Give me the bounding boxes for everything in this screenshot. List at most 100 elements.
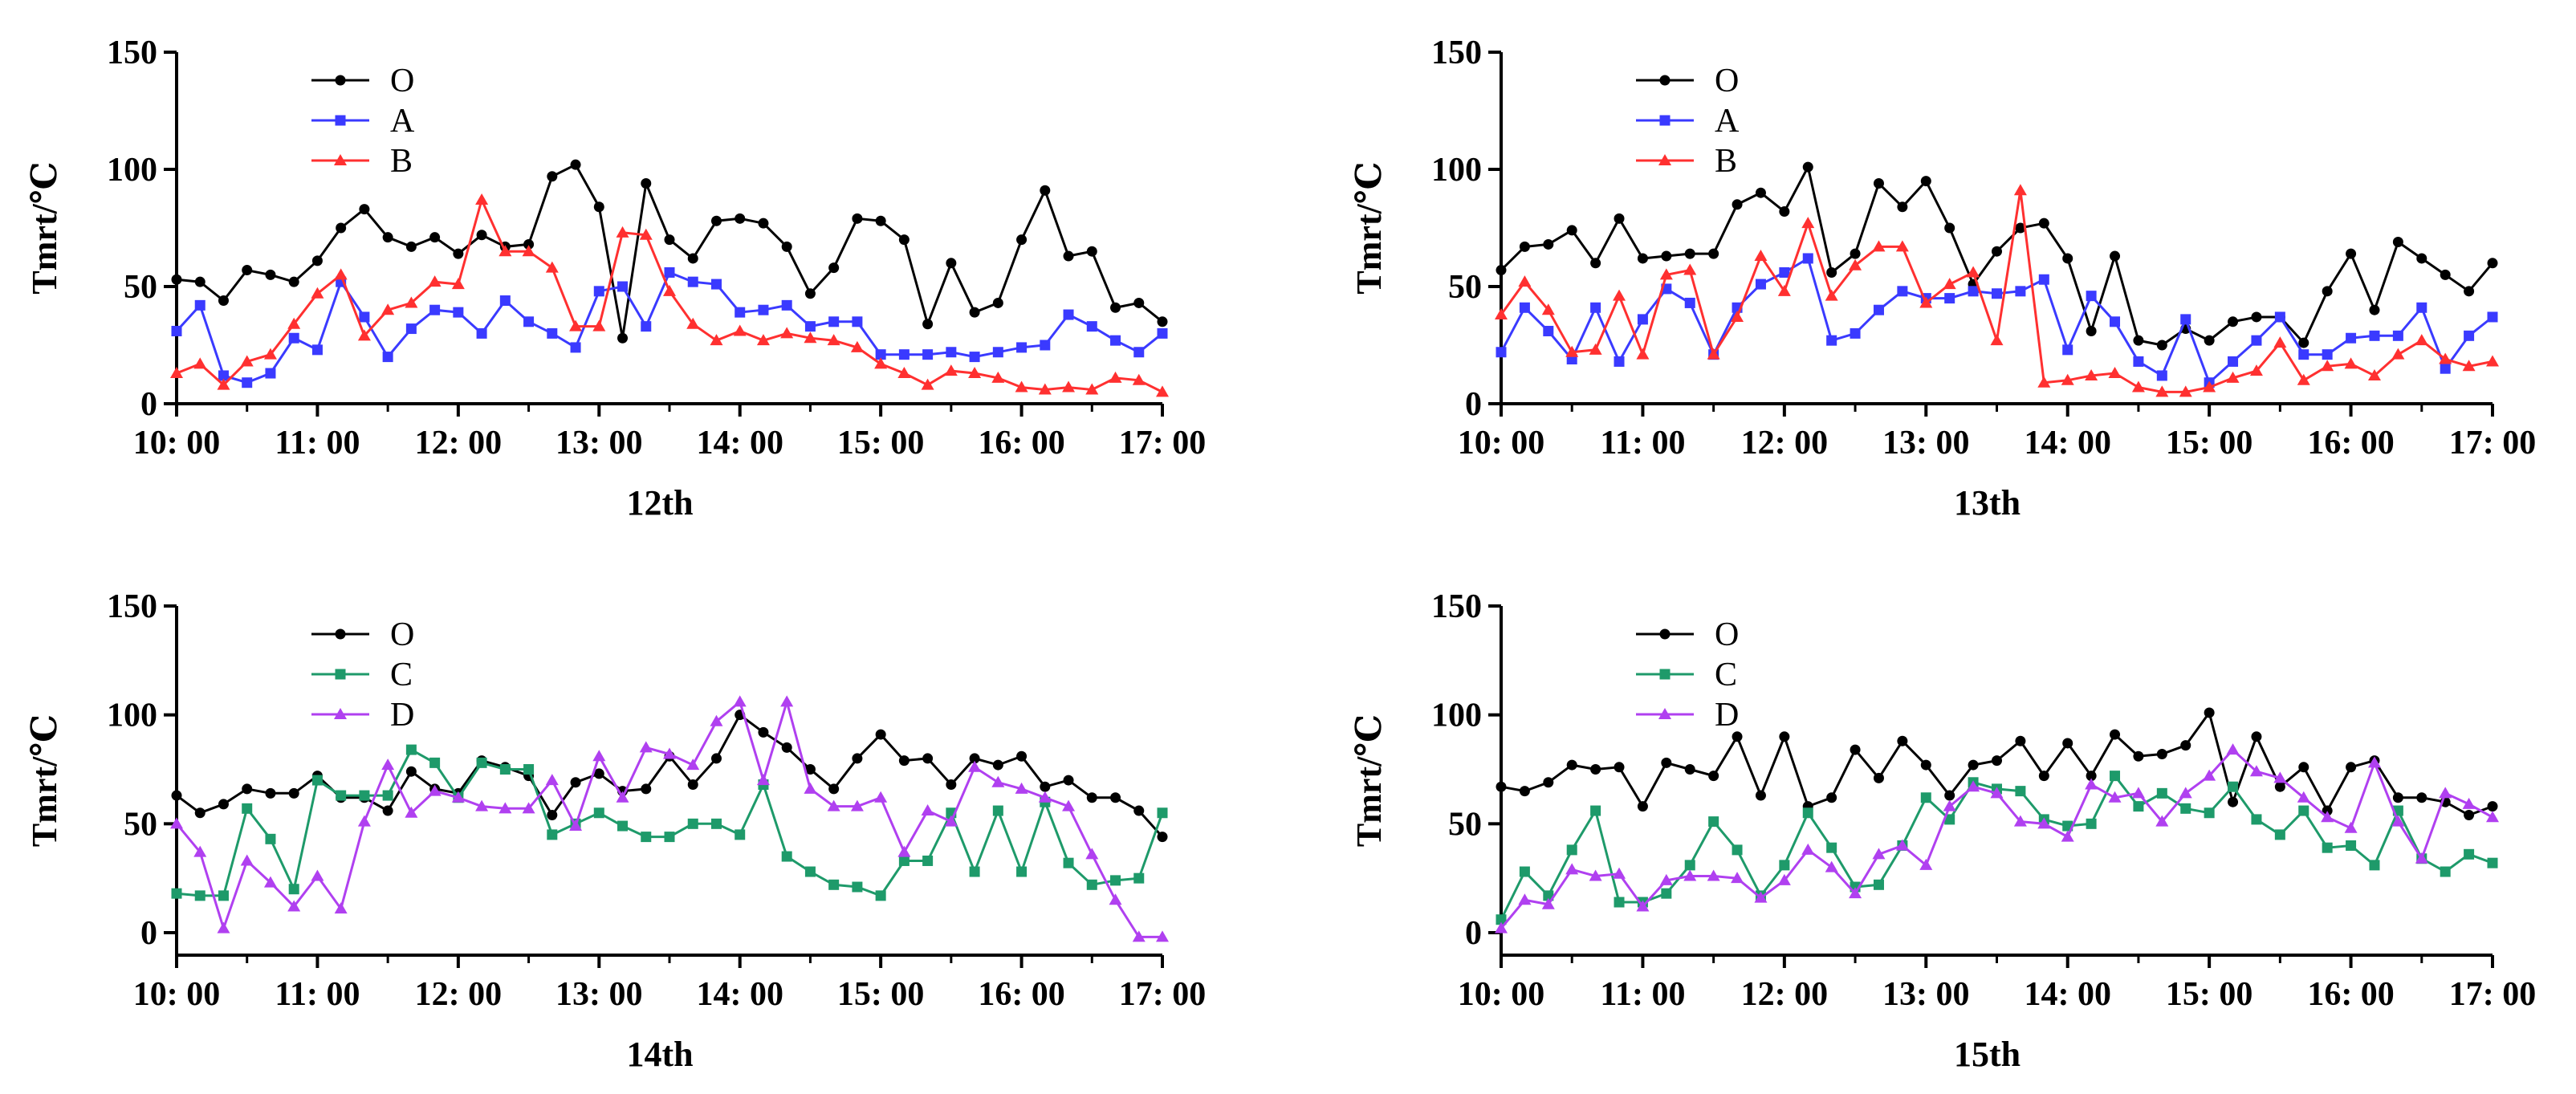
data-point-A bbox=[1157, 327, 1168, 339]
data-point-O bbox=[1802, 161, 1813, 173]
data-point-O bbox=[1133, 805, 1145, 816]
data-point-D bbox=[2462, 797, 2476, 809]
data-point-B bbox=[311, 287, 324, 299]
x-tick-label: 13: 00 bbox=[1882, 425, 1970, 462]
data-point-D bbox=[405, 806, 418, 818]
data-point-O bbox=[1826, 792, 1837, 803]
series-B bbox=[1495, 184, 2499, 397]
data-point-O bbox=[1992, 755, 2002, 767]
data-point-A bbox=[664, 266, 675, 278]
data-point-B bbox=[1085, 383, 1099, 395]
data-point-A bbox=[1944, 293, 1955, 304]
x-tick-label: 12: 00 bbox=[415, 425, 503, 462]
data-point-O bbox=[265, 269, 276, 280]
data-point-O bbox=[1086, 246, 1097, 257]
data-point-D bbox=[1825, 860, 1838, 872]
data-point-O bbox=[2133, 335, 2144, 346]
data-point-B bbox=[968, 367, 982, 379]
y-tick-label: 100 bbox=[107, 697, 157, 734]
data-point-O bbox=[2062, 253, 2073, 264]
data-point-A bbox=[218, 370, 229, 381]
data-point-A bbox=[710, 279, 722, 290]
data-point-D bbox=[170, 817, 183, 829]
data-point-O bbox=[781, 742, 792, 753]
data-point-C bbox=[2487, 857, 2498, 868]
data-point-D bbox=[499, 802, 512, 814]
legend-item-D: D bbox=[311, 697, 414, 734]
data-point-B bbox=[1565, 345, 1579, 357]
series-A bbox=[1496, 253, 2498, 388]
data-point-O bbox=[2392, 792, 2403, 803]
data-point-B bbox=[287, 317, 301, 329]
data-point-A bbox=[429, 304, 441, 315]
data-point-O bbox=[2062, 738, 2073, 749]
data-point-D bbox=[545, 774, 559, 786]
data-point-A bbox=[547, 327, 558, 339]
data-point-D bbox=[1062, 799, 1076, 811]
data-point-D bbox=[2203, 769, 2216, 781]
data-point-B bbox=[545, 261, 559, 273]
legend-marker bbox=[335, 75, 346, 86]
data-point-A bbox=[2086, 291, 2097, 302]
data-point-O bbox=[2298, 337, 2309, 348]
data-point-A bbox=[2369, 330, 2380, 341]
data-point-O bbox=[1040, 781, 1051, 792]
data-point-A bbox=[2156, 370, 2167, 381]
y-tick-label: 0 bbox=[1465, 386, 1482, 423]
data-point-C bbox=[429, 757, 441, 768]
data-point-D bbox=[1967, 780, 1980, 792]
y-tick-label: 50 bbox=[1448, 806, 1482, 843]
data-point-B bbox=[2037, 376, 2051, 388]
data-point-A bbox=[2228, 356, 2239, 367]
data-point-O bbox=[547, 809, 558, 820]
data-point-C bbox=[218, 890, 229, 901]
data-point-B bbox=[1731, 310, 1744, 322]
data-point-O bbox=[593, 768, 604, 779]
data-point-D bbox=[357, 815, 371, 827]
series-line-O bbox=[176, 163, 1163, 339]
data-point-D bbox=[686, 758, 700, 771]
y-axis-title: Tmrt/℃ bbox=[25, 161, 64, 294]
data-point-O bbox=[898, 755, 910, 767]
data-point-O bbox=[922, 319, 934, 330]
data-point-C bbox=[1661, 888, 1672, 899]
legend-item-B: B bbox=[311, 143, 413, 180]
x-tick-label: 13: 00 bbox=[1882, 976, 1970, 1013]
data-point-B bbox=[357, 329, 371, 341]
data-point-O bbox=[2086, 771, 2097, 782]
data-point-D bbox=[1518, 893, 1532, 905]
x-tick-label: 11: 00 bbox=[1600, 976, 1685, 1013]
data-point-O bbox=[1873, 178, 1884, 189]
data-point-D bbox=[1659, 873, 1673, 885]
data-point-O bbox=[1590, 258, 1601, 269]
data-point-B bbox=[827, 334, 840, 346]
data-point-A bbox=[453, 307, 464, 318]
data-point-B bbox=[2013, 184, 2027, 196]
data-point-O bbox=[852, 213, 863, 224]
data-point-B bbox=[874, 357, 888, 369]
data-point-C bbox=[1920, 792, 1931, 803]
legend-marker bbox=[1658, 708, 1671, 719]
data-point-C bbox=[171, 888, 182, 899]
data-point-B bbox=[2273, 336, 2287, 348]
x-tick-label: 12: 00 bbox=[1741, 976, 1829, 1013]
data-point-C bbox=[359, 790, 370, 801]
data-point-D bbox=[428, 784, 442, 796]
data-point-C bbox=[1590, 805, 1601, 816]
x-tick-label: 10: 00 bbox=[133, 425, 221, 462]
data-point-D bbox=[263, 876, 277, 888]
x-tick-label: 13: 00 bbox=[555, 976, 643, 1013]
y-axis-title: Tmrt/℃ bbox=[1349, 714, 1389, 847]
data-point-B bbox=[170, 367, 183, 379]
data-point-O bbox=[1992, 246, 2002, 257]
data-point-O bbox=[171, 790, 182, 801]
data-point-B bbox=[1801, 217, 1815, 229]
data-point-C bbox=[405, 744, 417, 755]
data-point-O bbox=[1732, 731, 1743, 742]
series-D bbox=[170, 695, 1169, 942]
data-point-O bbox=[1016, 750, 1028, 762]
data-point-O bbox=[2038, 771, 2049, 782]
data-point-O bbox=[359, 204, 370, 215]
data-point-O bbox=[2464, 286, 2475, 297]
data-point-O bbox=[570, 159, 581, 170]
